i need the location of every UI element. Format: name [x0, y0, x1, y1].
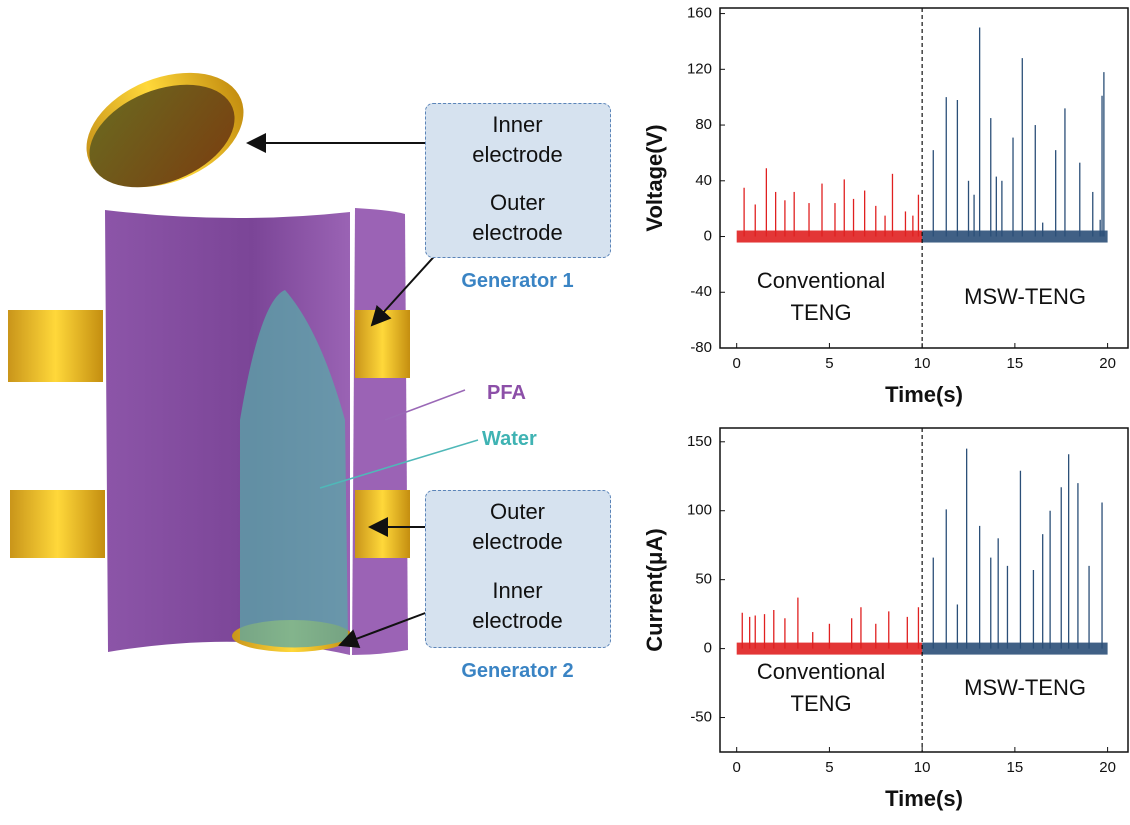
annotation: Conventional	[757, 268, 885, 293]
left-strap	[8, 310, 103, 382]
outer-electrode	[355, 310, 410, 378]
y-tick-label: 50	[695, 571, 712, 588]
label-line: Outer	[489, 190, 546, 215]
device-illustration	[8, 72, 479, 655]
x-tick-label: 0	[733, 355, 741, 372]
water	[240, 290, 348, 648]
left-strap	[10, 490, 105, 558]
pfa-label: PFA	[487, 382, 526, 404]
y-tick-label: 80	[695, 116, 712, 133]
generator-box	[425, 103, 611, 258]
x-tick-label: 10	[914, 355, 931, 372]
annotation: MSW-TENG	[964, 284, 1086, 309]
x-axis-title: Time(s)	[885, 382, 963, 407]
y-tick-label: 150	[687, 433, 712, 450]
label: Inner electrode	[425, 110, 610, 170]
y-tick-label: 40	[695, 172, 712, 189]
y-axis-title: Current(μA)	[642, 528, 667, 651]
label-line: electrode	[472, 142, 563, 167]
label-line: electrode	[472, 220, 563, 245]
noise-band	[922, 642, 1108, 655]
generator-name: Generator 1	[461, 270, 574, 292]
label: Outer electrode	[425, 188, 610, 248]
x-tick-label: 5	[825, 355, 833, 372]
outer-electrode	[355, 490, 410, 558]
label-line: electrode	[472, 529, 563, 554]
annotation: Conventional	[757, 659, 885, 684]
annotation: TENG	[791, 691, 852, 716]
annotation: TENG	[791, 300, 852, 325]
y-tick-label: 0	[704, 227, 712, 244]
x-tick-label: 0	[733, 759, 741, 776]
x-axis-title: Time(s)	[885, 786, 963, 811]
annotation: MSW-TENG	[964, 675, 1086, 700]
y-tick-label: -40	[690, 283, 712, 300]
pointer	[384, 389, 466, 421]
noise-band	[736, 230, 923, 243]
y-tick-label: 120	[687, 60, 712, 77]
arrow	[338, 611, 429, 649]
label: Outer electrode	[425, 497, 610, 557]
y-tick-label: -50	[690, 709, 712, 726]
label: Inner electrode	[425, 576, 610, 636]
x-tick-label: 15	[1007, 759, 1024, 776]
y-tick-label: 100	[687, 502, 712, 519]
plot-frame	[719, 7, 1129, 349]
y-tick-label: 0	[704, 640, 712, 657]
pfa-sheet-front	[352, 208, 408, 655]
x-tick-label: 5	[825, 759, 833, 776]
arrow	[370, 249, 441, 327]
x-tick-label: 20	[1099, 355, 1116, 372]
x-tick-label: 15	[1007, 355, 1024, 372]
x-tick-label: 10	[914, 759, 931, 776]
pointer	[319, 439, 479, 489]
y-tick-label: 160	[687, 5, 712, 22]
label-line: electrode	[472, 608, 563, 633]
y-axis-title: Voltage(V)	[642, 124, 667, 231]
x-tick-label: 20	[1099, 759, 1116, 776]
generator-box	[425, 490, 611, 648]
water-label: Water	[482, 428, 537, 450]
inner-electrode-disc	[89, 84, 235, 188]
label-line: Outer	[489, 499, 546, 524]
y-tick-label: -80	[690, 339, 712, 356]
plot-frame	[719, 427, 1129, 753]
generator-name: Generator 2	[461, 660, 574, 682]
label-line: Inner	[492, 578, 543, 603]
label-line: Inner	[492, 112, 543, 137]
